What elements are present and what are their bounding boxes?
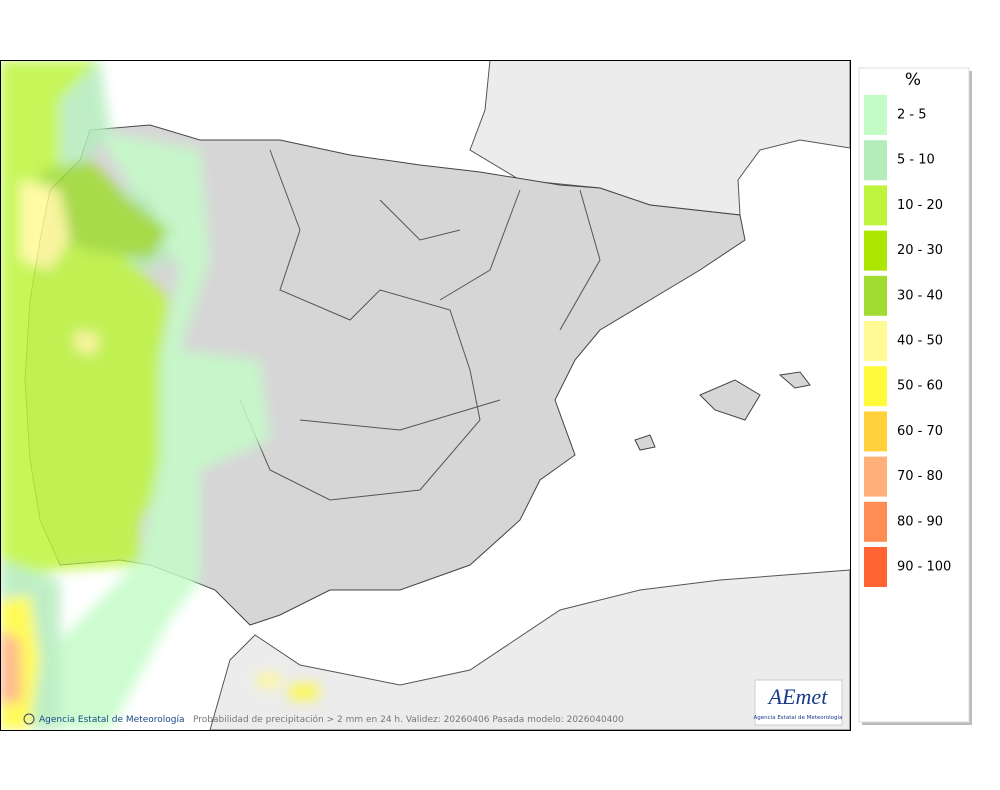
logo-subtitle: Agencia Estatal de Meteorología xyxy=(754,714,843,721)
precipitation-overlay xyxy=(0,60,318,730)
legend-swatch xyxy=(864,456,887,497)
legend-swatch xyxy=(864,366,887,407)
legend-label: 70 - 80 xyxy=(897,469,943,484)
map xyxy=(0,60,850,730)
legend-swatch xyxy=(864,230,887,271)
balearic-islands xyxy=(634,371,811,451)
legend-unit: % xyxy=(905,70,921,90)
legend-swatch xyxy=(864,411,887,452)
caption: Probabilidad de precipitación > 2 mm en … xyxy=(193,714,624,725)
legend-swatch xyxy=(864,185,887,226)
legend-swatch xyxy=(864,140,887,181)
legend-swatch xyxy=(864,501,887,542)
precipitation-area xyxy=(40,160,170,260)
legend-label: 2 - 5 xyxy=(897,108,927,123)
region-borders xyxy=(239,149,601,501)
legend-items: 2 - 5 5 - 10 10 - 20 20 - 30 30 - 40 40 - 50 5… xyxy=(864,95,951,587)
legend-swatch xyxy=(864,321,887,361)
precipitation-area xyxy=(288,683,318,700)
legend-label: 60 - 70 xyxy=(897,424,943,439)
precipitation-area xyxy=(20,180,70,270)
legend-swatch xyxy=(864,547,887,587)
legend-swatch xyxy=(864,95,887,135)
copyright-icon xyxy=(23,713,35,725)
legend-swatch xyxy=(864,275,887,316)
legend-label: 20 - 30 xyxy=(897,243,943,258)
legend-label: 80 - 90 xyxy=(897,514,943,529)
precipitation-area xyxy=(75,330,100,355)
precipitation-area xyxy=(0,630,22,705)
legend-label: 5 - 10 xyxy=(897,153,935,168)
legend-label: 40 - 50 xyxy=(897,334,943,349)
credit: Agencia Estatal de Meteorología xyxy=(39,715,185,725)
logo-box xyxy=(754,679,843,726)
map-frame xyxy=(0,60,851,731)
legend-label: 10 - 20 xyxy=(897,198,943,213)
logo-name: AEmet xyxy=(767,684,829,709)
legend-label: 50 - 60 xyxy=(897,379,943,394)
africa xyxy=(209,569,850,730)
legend-label: 30 - 40 xyxy=(897,288,943,303)
precipitation-area xyxy=(255,672,280,688)
legend-label: 90 - 100 xyxy=(897,560,951,575)
